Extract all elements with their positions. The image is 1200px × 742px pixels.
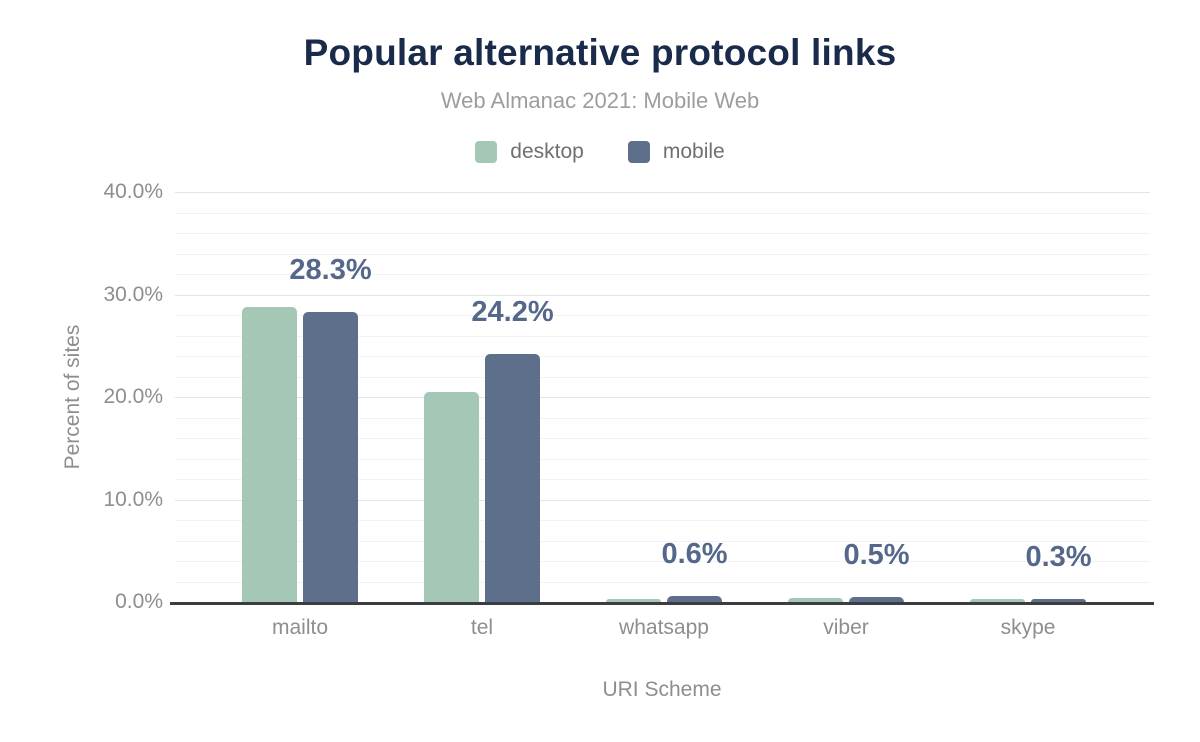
y-tick-label: 0.0% [115,590,163,613]
x-axis-line [170,602,1154,605]
y-tick-label: 40.0% [103,180,163,203]
minor-gridline [175,479,1150,480]
chart-title: Popular alternative protocol links [303,32,897,73]
y-tick-label: 10.0% [103,487,163,511]
mobile-series-swatch [627,141,650,163]
desktop-bar-mailto[interactable] [242,306,297,602]
minor-gridline [175,376,1150,378]
data-label-skype: 0.3% [1025,540,1092,573]
minor-gridline [175,417,1150,419]
major-gridline [175,294,1150,296]
legend-label-desktop: desktop [510,140,584,163]
minor-gridline [175,540,1150,542]
desktop-bar-tel[interactable] [424,391,479,602]
minor-gridline [175,458,1150,460]
data-label-whatsapp: 0.6% [661,537,728,570]
plot-area: 28.3% 24.2% 0.6% 0.5% 0.3% [175,192,1150,602]
minor-gridline [175,561,1150,562]
minor-gridline [175,233,1150,234]
mobile-bar-skype[interactable] [1031,598,1086,602]
mobile-bar-mailto[interactable] [303,311,358,602]
legend-item-desktop[interactable]: desktop [475,140,584,164]
x-tick-label-whatsapp: whatsapp [619,616,709,639]
y-tick-label: 30.0% [103,282,163,306]
desktop-bar-viber[interactable] [788,597,843,602]
desktop-series-swatch [475,141,498,163]
major-gridline [175,192,1150,193]
minor-gridline [175,315,1150,316]
data-label-tel: 24.2% [471,295,554,328]
x-tick-label-skype: skype [1000,616,1056,639]
desktop-bar-skype[interactable] [970,598,1025,602]
minor-gridline [175,212,1150,214]
minor-gridline [175,335,1150,337]
x-tick-label-mailto: mailto [271,616,329,639]
x-axis-title: URI Scheme [602,678,722,701]
legend-item-mobile[interactable]: mobile [627,140,725,164]
mobile-bar-viber[interactable] [849,596,904,602]
legend: desktop mobile [0,140,1200,164]
legend-label-mobile: mobile [662,140,725,163]
x-tick-label-tel: tel [470,616,494,639]
data-label-viber: 0.5% [843,538,910,571]
chart-subtitle: Web Almanac 2021: Mobile Web [440,88,760,113]
mobile-bar-tel[interactable] [485,353,540,602]
minor-gridline [175,581,1150,583]
minor-gridline [175,520,1150,521]
minor-gridline [175,253,1150,255]
x-tick-label-viber: viber [823,616,869,639]
desktop-bar-whatsapp[interactable] [606,598,661,602]
minor-gridline [175,438,1150,439]
minor-gridline [175,356,1150,357]
data-label-mailto: 28.3% [289,253,372,286]
major-gridline [175,499,1150,501]
major-gridline [175,397,1150,398]
mobile-bar-whatsapp[interactable] [667,595,722,602]
y-tick-label: 20.0% [103,385,163,408]
minor-gridline [175,274,1150,275]
